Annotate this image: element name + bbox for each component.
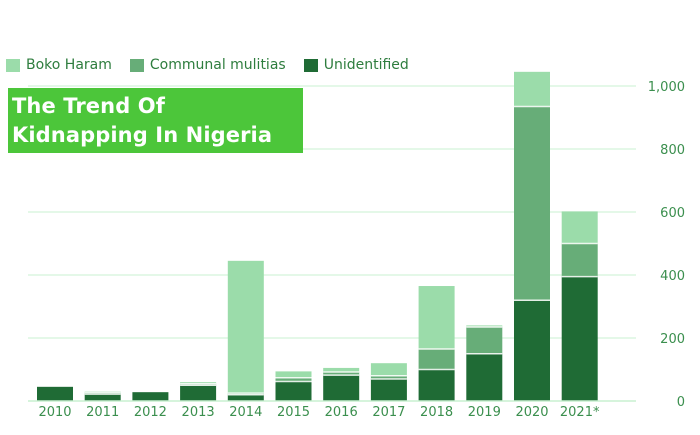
- bar-unidentified-2021: [561, 276, 598, 401]
- bar-unidentified-2013: [180, 385, 217, 401]
- bar-communal-mulitias-2020: [514, 106, 550, 301]
- x-tick-label-2018: 2018: [420, 405, 453, 420]
- y-tick-label-400: 400: [660, 269, 685, 284]
- x-tick-label-2016: 2016: [325, 405, 358, 420]
- bar-unidentified-2011: [84, 394, 121, 401]
- bar-unidentified-2020: [514, 300, 550, 401]
- legend-item-communal-mulitias: Communal mulitias: [129, 57, 286, 73]
- bar-unidentified-2012: [132, 392, 169, 401]
- y-tick-label-600: 600: [660, 206, 685, 221]
- bar-boko-haram-2017: [370, 363, 407, 376]
- bar-boko-haram-2016: [323, 367, 360, 373]
- legend-label-boko-haram: Boko Haram: [26, 57, 112, 73]
- x-tick-label-2019: 2019: [468, 405, 501, 420]
- y-tick-label-800: 800: [660, 143, 685, 158]
- bar-boko-haram-2021: [561, 211, 598, 244]
- y-tick-label-0: 0: [677, 395, 685, 410]
- legend-item-boko-haram: Boko Haram: [6, 57, 112, 73]
- bar-boko-haram-2013: [180, 382, 217, 384]
- x-tick-label-2014: 2014: [229, 405, 262, 420]
- bar-boko-haram-2019: [466, 325, 503, 327]
- legend-swatch-communal-mulitias: [129, 58, 144, 72]
- x-tick-label-2011: 2011: [86, 405, 119, 420]
- chart-title: The Trend Of Kidnapping In Nigeria: [12, 94, 273, 147]
- bar-communal-mulitias-2015: [275, 377, 312, 382]
- x-tick-label-2012: 2012: [134, 405, 167, 420]
- bar-unidentified-2010: [37, 386, 73, 401]
- legend-swatch-boko-haram: [6, 58, 20, 72]
- bar-communal-mulitias-2014: [227, 393, 264, 395]
- bar-communal-mulitias-2019: [466, 326, 503, 354]
- bar-boko-haram-2018: [418, 286, 455, 350]
- legend-swatch-unidentified: [303, 58, 318, 72]
- x-tick-label-2015: 2015: [277, 405, 310, 420]
- legend-label-unidentified: Unidentified: [323, 57, 409, 73]
- legend: Boko Haram Communal mulitias Unidentifie…: [6, 57, 409, 73]
- y-tick-label-200: 200: [660, 332, 685, 347]
- bar-unidentified-2017: [370, 378, 407, 401]
- bar-unidentified-2015: [275, 381, 312, 401]
- x-tick-label-2010: 2010: [38, 405, 71, 420]
- x-tick-label-2017: 2017: [372, 405, 405, 420]
- bar-communal-mulitias-2013: [180, 383, 217, 386]
- bar-boko-haram-2020: [514, 71, 550, 107]
- x-tick-label-2020: 2020: [515, 405, 548, 420]
- chart-title-box: The Trend Of Kidnapping In Nigeria: [8, 88, 303, 153]
- bar-unidentified-2019: [466, 353, 503, 401]
- bar-communal-mulitias-2016: [323, 372, 360, 376]
- x-tick-label-2013: 2013: [182, 405, 215, 420]
- bar-boko-haram-2015: [275, 371, 312, 378]
- bar-unidentified-2014: [227, 394, 264, 401]
- legend-item-unidentified: Unidentified: [303, 57, 409, 73]
- bar-unidentified-2016: [323, 375, 360, 401]
- x-tick-label-2021: 2021*: [560, 405, 600, 420]
- bar-communal-mulitias-2017: [370, 375, 407, 379]
- y-tick-label-1000: 1,000: [648, 80, 685, 95]
- bar-communal-mulitias-2021: [561, 243, 598, 277]
- bar-communal-mulitias-2018: [418, 349, 455, 370]
- legend-label-communal-mulitias: Communal mulitias: [149, 57, 286, 73]
- bar-unidentified-2018: [418, 369, 455, 401]
- bar-communal-mulitias-2011: [84, 392, 121, 395]
- bar-boko-haram-2014: [227, 260, 264, 394]
